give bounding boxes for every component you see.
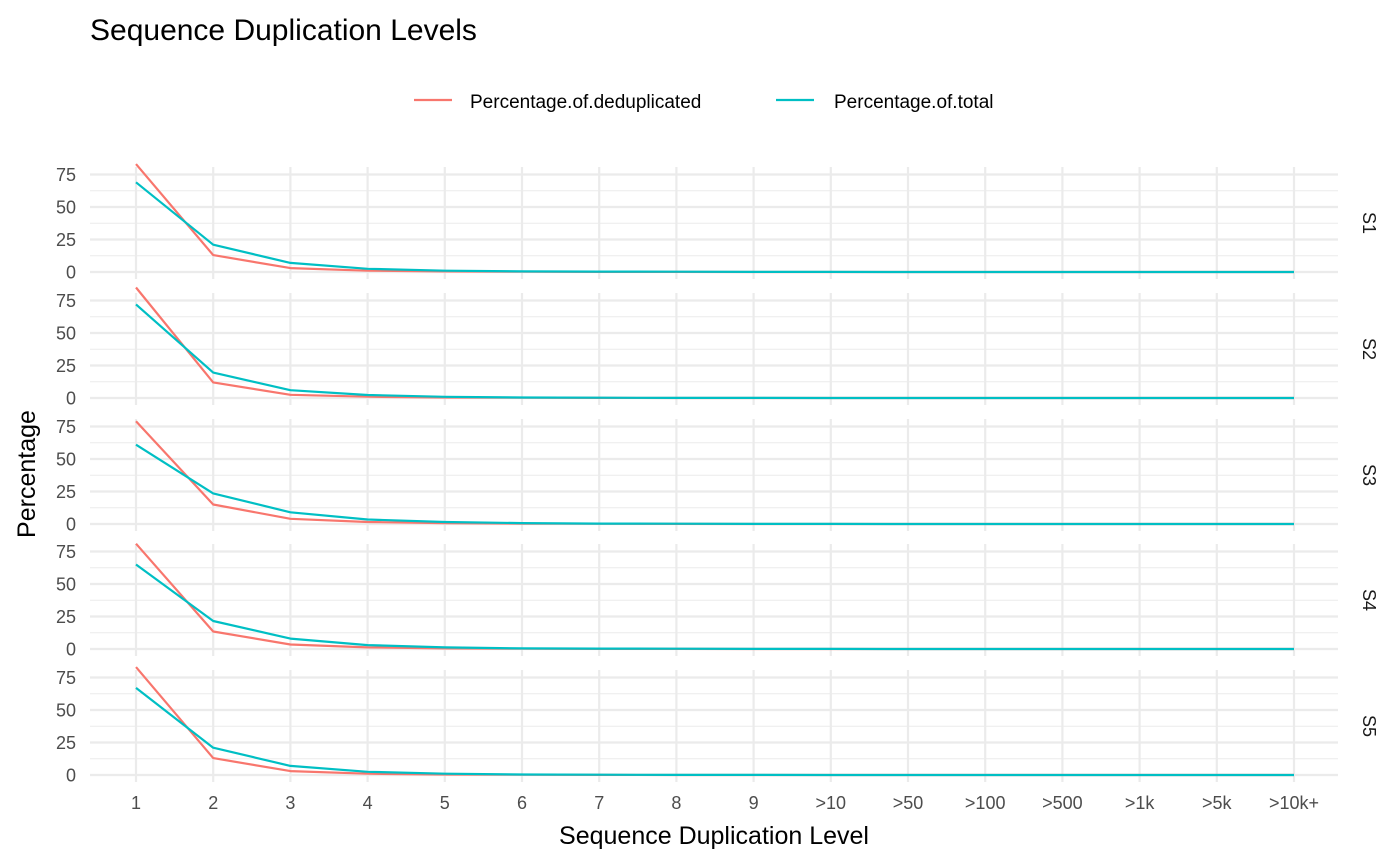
x-tick-label: >10k+	[1269, 793, 1319, 813]
x-tick-label: 3	[285, 793, 295, 813]
x-axis-title: Sequence Duplication Level	[559, 822, 869, 850]
facet-panel-s3: 0 25 50 75 S3	[56, 417, 1379, 535]
x-tick-label: 8	[671, 793, 681, 813]
series-line-total	[135, 181, 1294, 274]
y-tick-label: 25	[56, 607, 76, 627]
series-line-total	[135, 687, 1294, 777]
y-tick-label: 75	[56, 668, 76, 688]
y-tick-label: 75	[56, 542, 76, 562]
y-tick-label: 25	[56, 230, 76, 250]
x-tick-label: >500	[1042, 793, 1083, 813]
facet-panel-s5: 0 25 50 75 S5	[56, 666, 1379, 786]
facet-strip-label: S3	[1359, 464, 1379, 486]
y-tick-label: 25	[56, 482, 76, 502]
facet-strip-label: S1	[1359, 212, 1379, 234]
x-axis-ticks: 1 2 3 4 5 6 7 8 9 >10 >50 >100 >500 >1k >5k >10k+	[131, 793, 1319, 813]
y-tick-label: 50	[56, 450, 76, 470]
series-line-total	[135, 443, 1294, 526]
y-tick-label: 50	[56, 701, 76, 721]
facet-panel-s4: 0 25 50 75 S4	[56, 542, 1379, 660]
x-tick-label: >100	[965, 793, 1006, 813]
x-tick-label: 2	[208, 793, 218, 813]
facet-strip-label: S2	[1359, 338, 1379, 360]
y-tick-label: 25	[56, 356, 76, 376]
y-tick-label: 0	[66, 389, 76, 409]
facet-strip-label: S5	[1359, 715, 1379, 737]
series-line-total	[135, 563, 1294, 651]
y-tick-label: 50	[56, 575, 76, 595]
legend-label-total: Percentage.of.total	[834, 92, 994, 113]
y-tick-label: 75	[56, 165, 76, 185]
x-tick-label: >10	[816, 793, 847, 813]
x-tick-label: 6	[517, 793, 527, 813]
x-tick-label: 5	[440, 793, 450, 813]
x-tick-label: 9	[749, 793, 759, 813]
facet-panel-s1: 0 25 50 75 S1	[56, 163, 1379, 283]
y-tick-label: 50	[56, 198, 76, 218]
y-tick-label: 75	[56, 291, 76, 311]
series-line-total	[135, 303, 1294, 400]
facet-strip-label: S4	[1359, 589, 1379, 611]
y-tick-label: 0	[66, 515, 76, 535]
facet-panels: 0 25 50 75 S1 0 25 50 75 S2 0 25 50 75 S3 0 25 50 75 S4 0 25 5…	[56, 163, 1379, 786]
y-tick-label: 0	[66, 640, 76, 660]
y-tick-label: 25	[56, 733, 76, 753]
y-axis-title: Percentage	[13, 410, 41, 538]
x-tick-label: >50	[893, 793, 924, 813]
legend-label-deduplicated: Percentage.of.deduplicated	[470, 92, 701, 113]
legend: Percentage.of.deduplicated Percentage.of…	[414, 92, 994, 113]
x-tick-label: 1	[131, 793, 141, 813]
y-tick-label: 50	[56, 324, 76, 344]
facet-panel-s2: 0 25 50 75 S2	[56, 286, 1379, 409]
chart-title: Sequence Duplication Levels	[90, 14, 477, 47]
y-tick-label: 0	[66, 766, 76, 786]
y-tick-label: 0	[66, 263, 76, 283]
x-tick-label: 4	[363, 793, 373, 813]
y-tick-label: 75	[56, 417, 76, 437]
series-line-deduplicated	[135, 420, 1294, 526]
x-tick-label: >5k	[1202, 793, 1233, 813]
x-tick-label: 7	[594, 793, 604, 813]
x-tick-label: >1k	[1125, 793, 1156, 813]
